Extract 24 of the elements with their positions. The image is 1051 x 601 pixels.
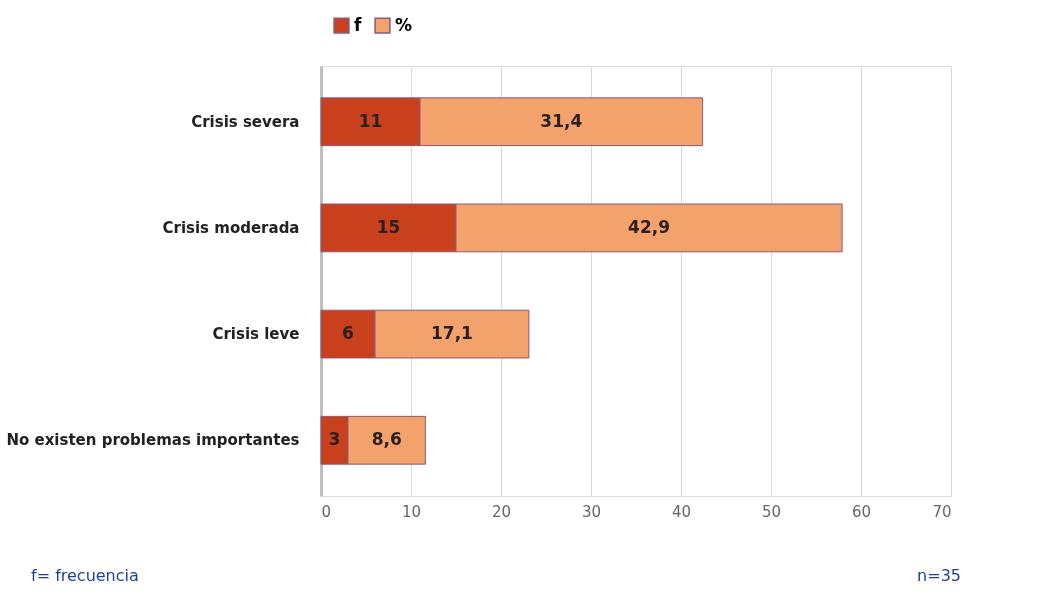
data-label: 31,4	[540, 110, 583, 131]
data-label: 11	[358, 110, 383, 131]
data-label: 15	[376, 216, 401, 237]
data-label: 42,9	[628, 216, 671, 237]
y-tick-label: No existen problemas importantes	[6, 431, 300, 450]
x-tick-label: 10	[401, 502, 422, 521]
data-label: 3	[328, 429, 341, 450]
y-tick-label: Crisis leve	[212, 325, 300, 344]
x-tick-label: 60	[851, 502, 872, 521]
y-tick-label: Crisis severa	[191, 112, 300, 131]
data-label: 8,6	[371, 429, 402, 450]
legend-label: f	[354, 14, 362, 35]
x-tick-label: 30	[581, 502, 602, 521]
x-tick-label: 0	[321, 502, 332, 521]
x-tick-label: 50	[761, 502, 782, 521]
data-label: 6	[342, 323, 354, 344]
y-tick-label: Crisis moderada	[162, 218, 300, 237]
text: n=35	[917, 566, 961, 585]
x-tick-label: 70	[932, 502, 952, 521]
x-tick-label: 20	[491, 502, 512, 521]
text: f= frecuencia	[31, 566, 139, 585]
x-tick-label: 40	[671, 502, 692, 521]
legend-label: %	[395, 14, 413, 35]
data-label: 17,1	[430, 323, 473, 344]
